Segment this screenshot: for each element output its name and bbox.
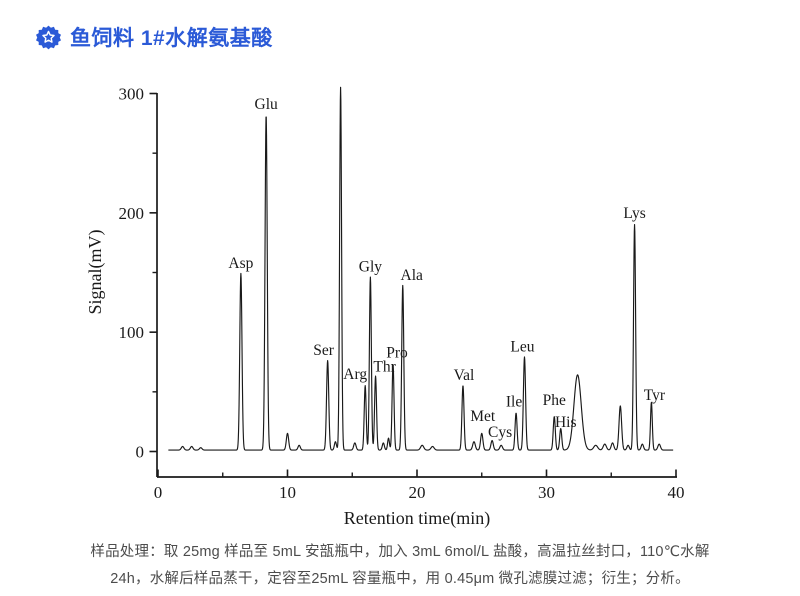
page-header: 鱼饲料 1#水解氨基酸	[36, 22, 273, 52]
peak-label-leu: Leu	[510, 338, 534, 355]
peak-label-arg: Arg	[343, 366, 367, 383]
sample-prep-caption: 样品处理：取 25mg 样品至 5mL 安瓿瓶中，加入 3mL 6mol/L 盐…	[0, 539, 800, 593]
x-axis-title: Retention time(min)	[344, 508, 490, 529]
peak-label-ala: Ala	[401, 267, 424, 284]
x-axis-tick-label: 10	[279, 483, 296, 502]
peak-label-tyr: Tyr	[644, 387, 666, 404]
peak-label-phe: Phe	[543, 392, 566, 409]
peak-label-thr: Thr	[373, 359, 396, 376]
peak-label-ile: Ile	[506, 394, 522, 411]
x-axis-tick-label: 20	[409, 483, 426, 502]
peak-label-val: Val	[454, 367, 475, 384]
y-axis-tick-label: 0	[136, 443, 145, 462]
peak-label-ser: Ser	[313, 342, 335, 359]
peak-label-lys: Lys	[623, 205, 645, 222]
y-axis-tick-label: 300	[119, 85, 145, 104]
peak-label-asp: Asp	[228, 255, 253, 272]
y-axis-tick-label: 200	[119, 204, 145, 223]
peak-label-his: His	[555, 414, 577, 431]
x-axis-tick-label: 0	[154, 483, 163, 502]
peak-label-glu: Glu	[255, 96, 279, 113]
page-title: 鱼饲料 1#水解氨基酸	[70, 27, 273, 50]
caption-line-2: 24h，水解后样品蒸干，定容至25mL 容量瓶中，用 0.45μm 微孔滤膜过滤…	[110, 571, 690, 587]
peak-label-gly: Gly	[359, 258, 383, 275]
peak-label-cys: Cys	[488, 424, 512, 441]
peak-label-pro: Pro	[386, 345, 408, 362]
y-axis-tick-label: 100	[119, 323, 145, 342]
peak-label-met: Met	[470, 408, 496, 425]
chromatogram-trace	[168, 86, 674, 451]
y-axis-title: Signal(mV)	[85, 230, 106, 315]
caption-line-1: 样品处理：取 25mg 样品至 5mL 安瓿瓶中，加入 3mL 6mol/L 盐…	[90, 544, 710, 560]
x-axis-tick-label: 30	[538, 483, 555, 502]
star-seal-icon	[36, 25, 61, 49]
x-axis-tick-label: 40	[668, 483, 685, 502]
